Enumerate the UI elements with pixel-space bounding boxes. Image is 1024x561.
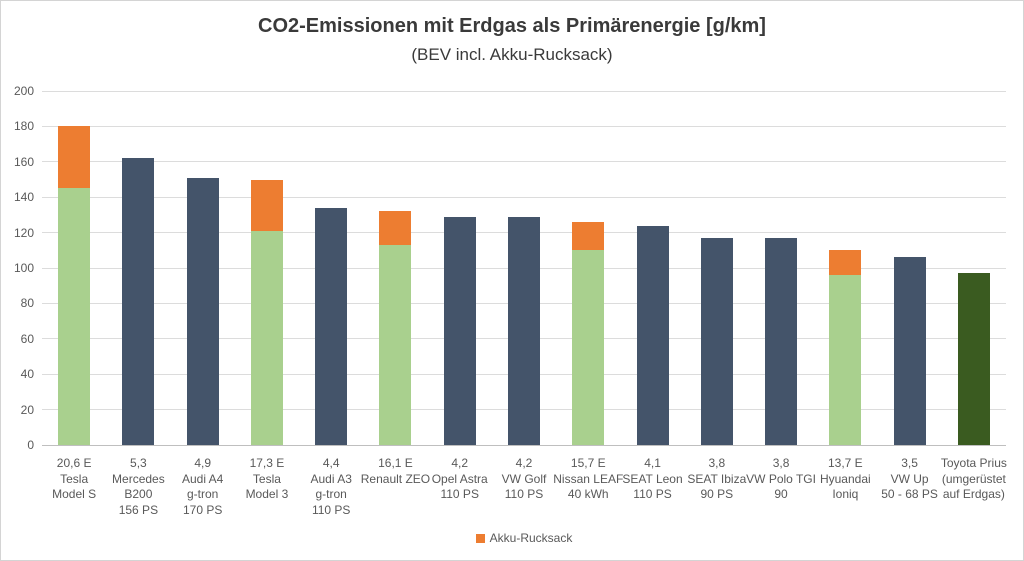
bar-2 xyxy=(186,177,219,445)
x-axis-label: 20,6 E Tesla Model S xyxy=(52,456,97,501)
bar-base-segment xyxy=(250,230,283,445)
x-axis-line xyxy=(42,444,1006,446)
chart-title: CO2-Emissionen mit Erdgas als Primärener… xyxy=(258,15,766,37)
bar-base-segment xyxy=(765,237,798,445)
bar-6 xyxy=(443,216,476,445)
x-axis-label: 3,8 VW Polo TGI 90 xyxy=(746,456,816,501)
bar-base-segment xyxy=(957,273,990,445)
x-axis-label: 15,7 E Nissan LEAF 40 kWh xyxy=(553,456,624,501)
gridline xyxy=(42,125,1006,127)
y-axis-tick-label: 140 xyxy=(13,190,34,205)
bar-base-segment xyxy=(122,158,155,445)
x-axis-label: 4,9 Audi A4 g-tron 170 PS xyxy=(181,456,224,517)
x-axis-label: Toyota Prius (umgerüstet auf Erdgas) xyxy=(940,456,1007,501)
x-axis-label: 4,2 VW Golf 110 PS xyxy=(501,456,547,501)
bar-base-segment xyxy=(379,245,412,445)
y-axis-tick-label: 40 xyxy=(20,367,34,382)
bar-base-segment xyxy=(443,216,476,445)
bar-14 xyxy=(957,273,990,445)
x-axis-label: 13,7 E Hyuandai Ioniq xyxy=(819,456,871,501)
bar-akku-rucksack-segment xyxy=(829,250,862,276)
bar-0 xyxy=(58,126,91,445)
bar-13 xyxy=(893,257,926,445)
y-axis-tick-label: 80 xyxy=(20,296,34,311)
bar-akku-rucksack-segment xyxy=(250,179,283,231)
y-axis-tick-label: 160 xyxy=(13,154,34,169)
bar-10 xyxy=(700,237,733,445)
bar-9 xyxy=(636,225,669,445)
chart-subtitle: (BEV incl. Akku-Rucksack) xyxy=(411,45,613,64)
bar-12 xyxy=(829,250,862,445)
x-axis-label: 4,4 Audi A3 g-tron 110 PS xyxy=(310,456,352,517)
bar-base-segment xyxy=(700,237,733,445)
x-axis-label: 3,5 VW Up 50 - 68 PS xyxy=(881,456,938,501)
legend-label: Akku-Rucksack xyxy=(489,531,573,545)
x-axis-label: 5,3 Mercedes B200 156 PS xyxy=(112,456,165,517)
y-axis-tick-label: 20 xyxy=(20,402,34,417)
bar-base-segment xyxy=(572,250,605,445)
bar-base-segment xyxy=(315,207,348,445)
legend-swatch-akku-rucksack xyxy=(475,534,485,543)
y-axis-tick-label: 200 xyxy=(13,84,34,98)
bar-3 xyxy=(250,179,283,445)
bar-akku-rucksack-segment xyxy=(379,211,412,245)
bar-5 xyxy=(379,211,412,445)
y-axis-tick-label: 120 xyxy=(13,225,34,240)
plot-area: 0 20 40 60 80 100 120 140 160 180 200 20,6 E Tesla … xyxy=(14,85,1007,517)
x-axis-label: 4,1 SEAT Leon 110 PS xyxy=(622,456,683,501)
bar-4 xyxy=(315,207,348,445)
bar-akku-rucksack-segment xyxy=(572,222,605,251)
x-axis-label: 16,1 E Renault ZEO xyxy=(360,456,431,486)
y-axis-tick-label: 60 xyxy=(20,331,34,346)
x-axis-label: 17,3 E Tesla Model 3 xyxy=(245,456,289,501)
bar-1 xyxy=(122,158,155,445)
bar-11 xyxy=(765,237,798,445)
legend: Akku-Rucksack xyxy=(42,531,1006,545)
gridline xyxy=(42,196,1006,198)
bar-akku-rucksack-segment xyxy=(58,126,91,189)
gridline xyxy=(42,90,1006,92)
bar-7 xyxy=(508,216,540,445)
y-axis-tick-label: 180 xyxy=(13,119,34,134)
y-axis-tick-label: 0 xyxy=(27,438,34,452)
bar-base-segment xyxy=(636,225,669,445)
bar-base-segment xyxy=(893,257,926,445)
bar-8 xyxy=(572,222,605,445)
x-axis-label: 4,2 Opel Astra 110 PS xyxy=(431,456,488,501)
bar-base-segment xyxy=(58,188,91,445)
y-axis-tick-label: 100 xyxy=(13,261,34,275)
gridline xyxy=(42,161,1006,163)
bar-base-segment xyxy=(508,216,540,445)
bar-base-segment xyxy=(829,275,862,445)
x-axis-label: 3,8 SEAT Ibiza 90 PS xyxy=(687,456,747,501)
bar-base-segment xyxy=(186,177,219,445)
